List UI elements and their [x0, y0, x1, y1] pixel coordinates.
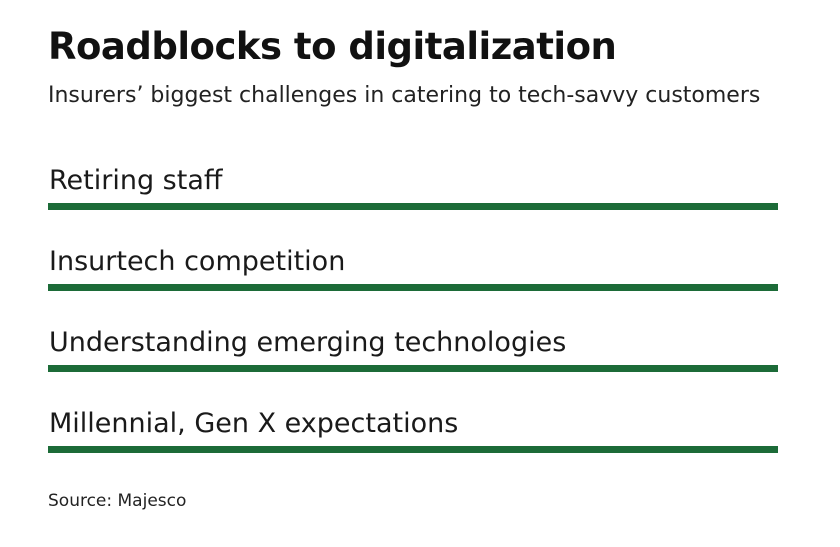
- challenge-row: Insurtech competition: [48, 246, 778, 327]
- challenge-label: Millennial, Gen X expectations: [49, 408, 459, 439]
- challenge-list: Retiring staff Insurtech competition Under…: [48, 165, 778, 489]
- chart-title: Roadblocks to digitalization: [48, 25, 617, 68]
- chart-subtitle: Insurers’ biggest challenges in catering…: [48, 83, 761, 108]
- challenge-label: Insurtech competition: [49, 246, 346, 277]
- challenge-bar: [48, 203, 778, 210]
- challenge-label: Retiring staff: [49, 165, 223, 196]
- challenge-row: Understanding emerging technologies: [48, 327, 778, 408]
- challenge-bar: [48, 284, 778, 291]
- challenge-label: Understanding emerging technologies: [49, 327, 567, 358]
- challenge-row: Retiring staff: [48, 165, 778, 246]
- challenge-bar: [48, 365, 778, 372]
- challenge-row: Millennial, Gen X expectations: [48, 408, 778, 489]
- source-note: Source: Majesco: [48, 491, 187, 511]
- challenge-bar: [48, 446, 778, 453]
